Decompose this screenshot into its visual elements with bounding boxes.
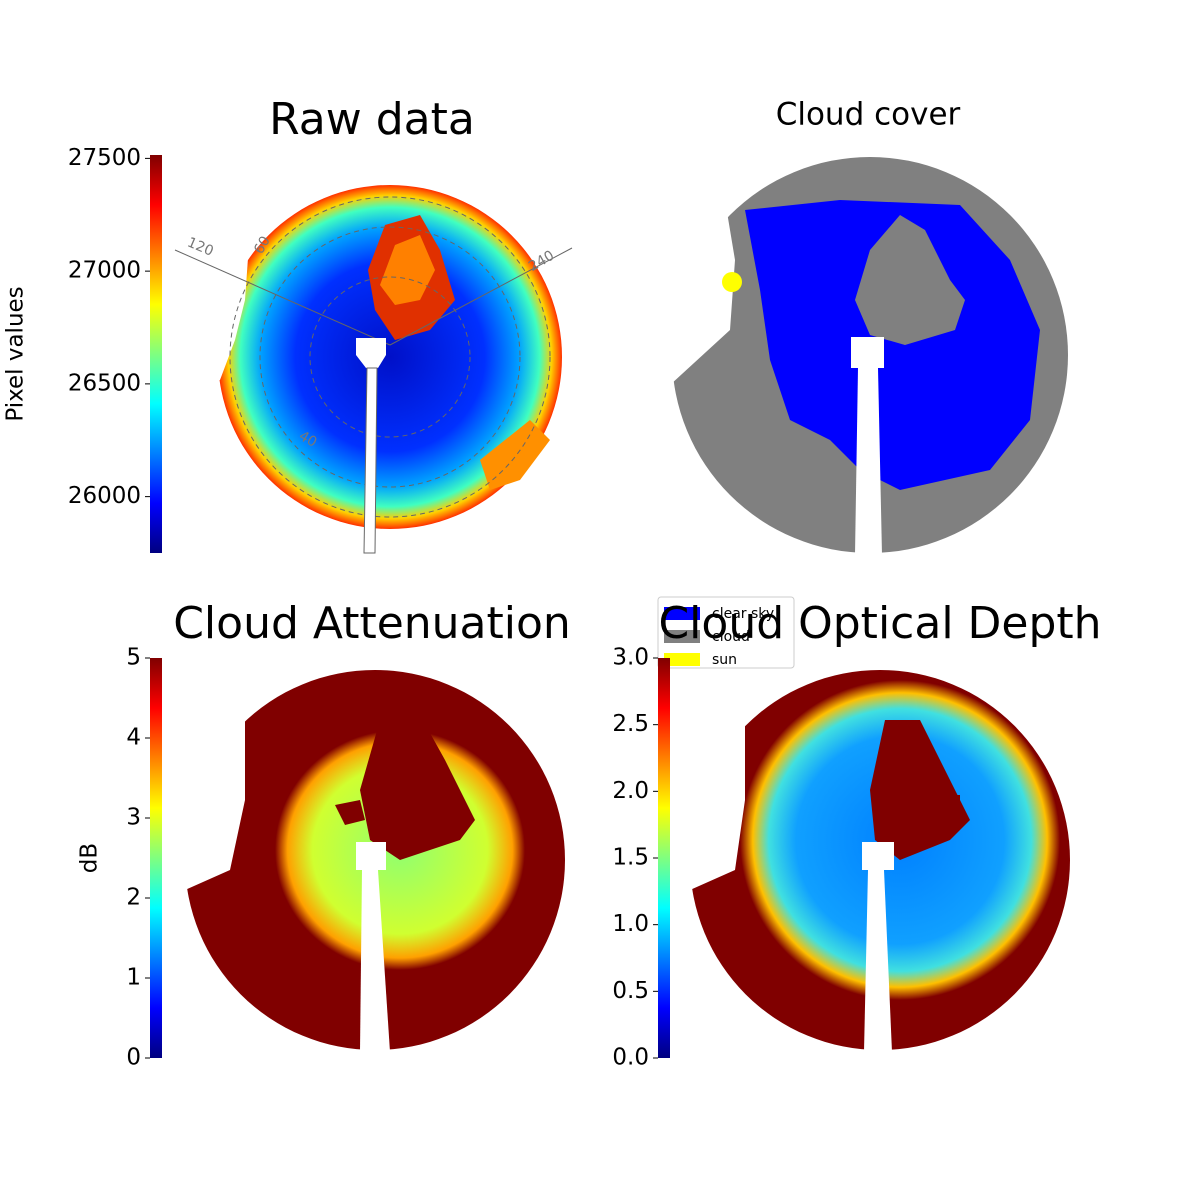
legend-swatch	[664, 630, 700, 643]
legend-label: cloud	[712, 629, 750, 645]
colorbar-tick-label: 2	[126, 885, 141, 911]
colorbar-tick-label: 0.0	[612, 1045, 649, 1071]
colorbar	[150, 658, 162, 1058]
polar-label: 240	[526, 248, 557, 275]
legend-swatch	[664, 607, 700, 620]
colorbar-tick-label: 26500	[68, 370, 141, 396]
colorbar-tick-label: 4	[126, 725, 141, 751]
colorbar-tick-label: 26000	[68, 483, 141, 509]
raw-image	[174, 185, 573, 554]
colorbar-tick-label: 1	[126, 965, 141, 991]
colorbar-tick-label: 2.0	[612, 778, 649, 804]
colorbar-tick-label: 3	[126, 805, 141, 831]
cloud-mask-image	[660, 157, 1068, 555]
colorbar-tick-label: 2.5	[612, 711, 649, 737]
colorbar-label: Pixel values	[3, 286, 29, 421]
legend-label: sun	[712, 652, 737, 668]
colorbar	[150, 155, 162, 553]
attenuation-image	[170, 670, 565, 1052]
colorbar-tick-label: 5	[126, 645, 141, 671]
legend-swatch	[664, 653, 700, 666]
panel-title: Cloud cover	[776, 97, 961, 133]
panel-title: Raw data	[269, 94, 475, 145]
colorbar-tick-label: 27500	[68, 145, 141, 171]
colorbar	[658, 658, 670, 1058]
colorbar-tick-label: 1.5	[612, 845, 649, 871]
colorbar-tick-label: 0.5	[612, 978, 649, 1004]
colorbar-tick-label: 1.0	[612, 911, 649, 937]
polar-label: 60	[251, 234, 274, 257]
legend-label: clear sky	[712, 606, 774, 622]
colorbar-tick-label: 0	[126, 1045, 141, 1071]
polar-label: 40	[296, 428, 319, 451]
colorbar-tick-label: 3.0	[612, 645, 649, 671]
colorbar-label: dB	[77, 843, 103, 873]
colorbar-tick-label: 27000	[68, 258, 141, 284]
panel-title: Cloud Attenuation	[173, 598, 571, 649]
optical-depth-image	[675, 670, 1070, 1052]
panel-title: Cloud Optical Depth	[658, 598, 1101, 649]
